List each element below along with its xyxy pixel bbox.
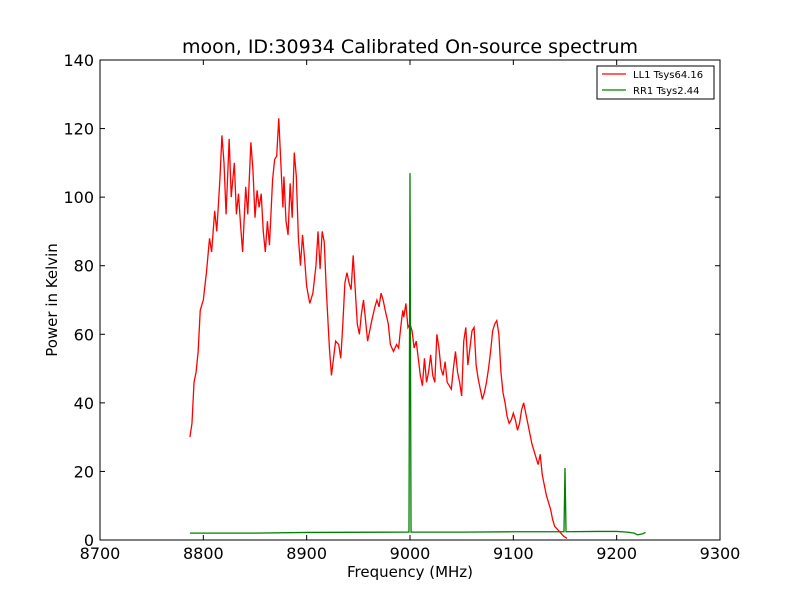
y-tick-label: 0	[84, 531, 94, 550]
x-axis-label: Frequency (MHz)	[347, 563, 473, 581]
x-tick-label: 8800	[183, 544, 224, 563]
y-axis-label: Power in Kelvin	[43, 243, 61, 357]
x-tick-label: 8900	[286, 544, 327, 563]
legend: LL1 Tsys64.16 RR1 Tsys2.44	[596, 65, 715, 100]
legend-label: RR1 Tsys2.44	[633, 86, 700, 97]
legend-box	[596, 65, 715, 100]
series-layer	[189, 118, 646, 539]
plot-area: 8700 8800 8900 9000 9100 9200 9300 0 20 40 60 80 100…	[63, 51, 740, 563]
y-tick-label: 120	[63, 120, 94, 139]
chart-title: moon, ID:30934 Calibrated On-source spec…	[182, 36, 638, 58]
ticks-layer: 8700 8800 8900 9000 9100 9200 9300 0 20 40 60 80 100…	[63, 51, 740, 563]
y-tick-label: 60	[74, 325, 94, 344]
x-tick-label: 9300	[700, 544, 741, 563]
legend-label: LL1 Tsys64.16	[633, 70, 703, 81]
y-tick-label: 100	[63, 188, 94, 207]
x-tick-label: 9000	[390, 544, 431, 563]
series-line-ll1	[189, 118, 568, 539]
y-tick-label: 20	[74, 462, 94, 481]
x-tick-label: 9100	[493, 544, 534, 563]
x-tick-label: 9200	[596, 544, 637, 563]
y-tick-label: 40	[74, 394, 94, 413]
y-tick-label: 140	[63, 51, 94, 70]
y-tick-label: 80	[74, 257, 94, 276]
series-line-rr1	[189, 173, 646, 536]
x-tick-label: 8700	[80, 544, 121, 563]
